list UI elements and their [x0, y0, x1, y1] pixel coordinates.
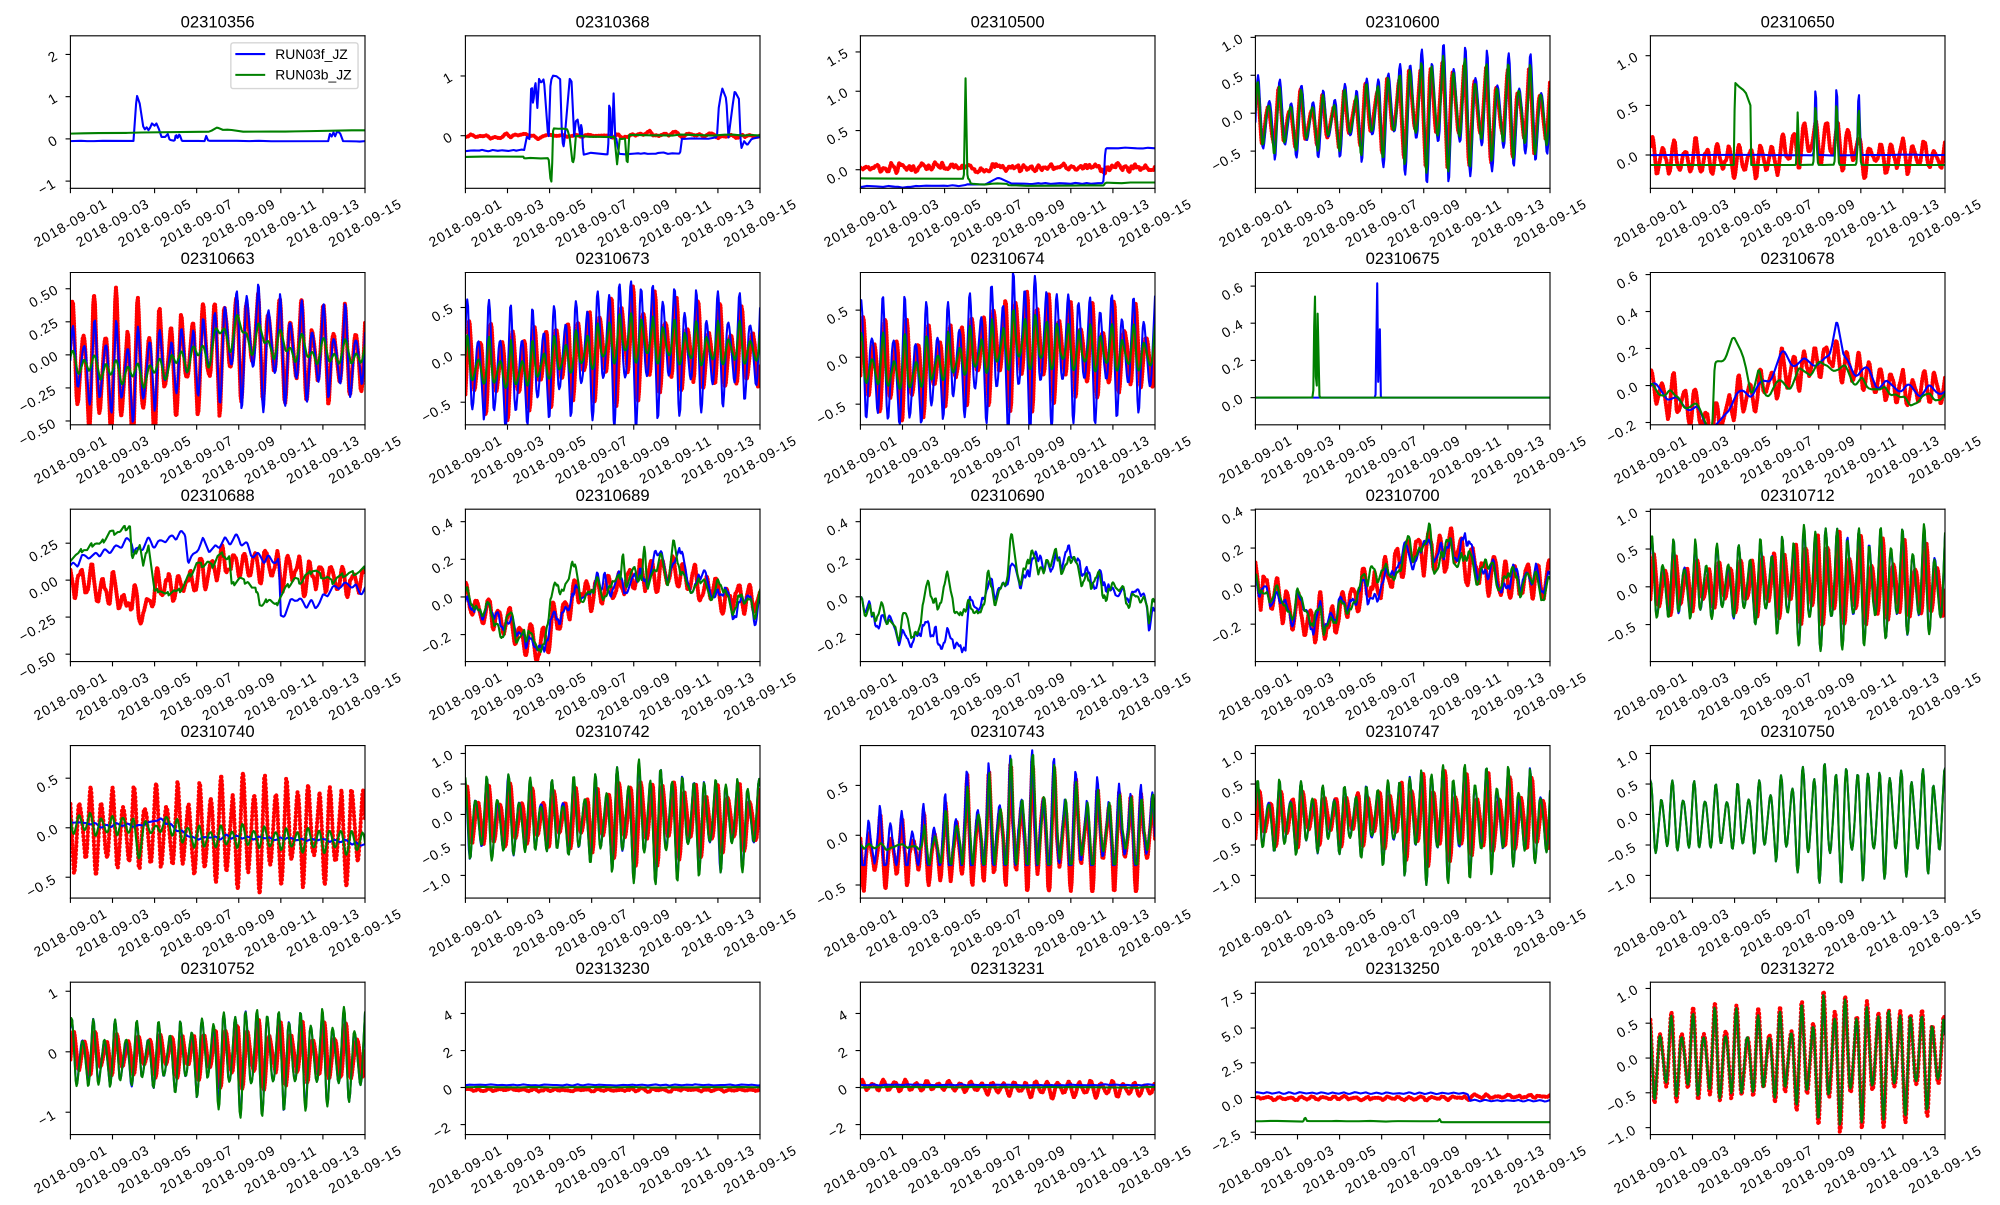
svg-text:02310747: 02310747 [1366, 722, 1440, 741]
svg-text:02313272: 02313272 [1761, 959, 1835, 978]
svg-text:02310688: 02310688 [181, 486, 255, 505]
svg-text:−1: −1 [35, 175, 59, 198]
svg-text:02310690: 02310690 [971, 486, 1045, 505]
svg-text:02310743: 02310743 [971, 722, 1045, 741]
svg-text:−1: −1 [35, 1106, 59, 1129]
svg-text:02310750: 02310750 [1761, 722, 1835, 741]
svg-text:−2: −2 [825, 1118, 849, 1141]
svg-text:02310675: 02310675 [1366, 249, 1440, 268]
svg-text:02313231: 02313231 [971, 959, 1045, 978]
svg-text:02310712: 02310712 [1761, 486, 1835, 505]
svg-text:RUN03b_JZ: RUN03b_JZ [275, 67, 352, 83]
svg-text:02310673: 02310673 [576, 249, 650, 268]
svg-text:02310742: 02310742 [576, 722, 650, 741]
svg-text:02310674: 02310674 [971, 249, 1045, 268]
svg-text:02310650: 02310650 [1761, 12, 1835, 31]
svg-text:02310663: 02310663 [181, 249, 255, 268]
svg-text:02310752: 02310752 [181, 959, 255, 978]
svg-text:02310368: 02310368 [576, 12, 650, 31]
svg-text:RUN03f_JZ: RUN03f_JZ [275, 46, 348, 62]
svg-text:02310356: 02310356 [181, 12, 255, 31]
svg-text:02310500: 02310500 [971, 12, 1045, 31]
svg-text:02310700: 02310700 [1366, 486, 1440, 505]
svg-text:02310740: 02310740 [181, 722, 255, 741]
svg-text:02313230: 02313230 [576, 959, 650, 978]
svg-text:02313250: 02313250 [1366, 959, 1440, 978]
svg-text:02310600: 02310600 [1366, 12, 1440, 31]
svg-text:02310678: 02310678 [1761, 249, 1835, 268]
svg-text:02310689: 02310689 [576, 486, 650, 505]
svg-text:−2: −2 [430, 1118, 454, 1141]
